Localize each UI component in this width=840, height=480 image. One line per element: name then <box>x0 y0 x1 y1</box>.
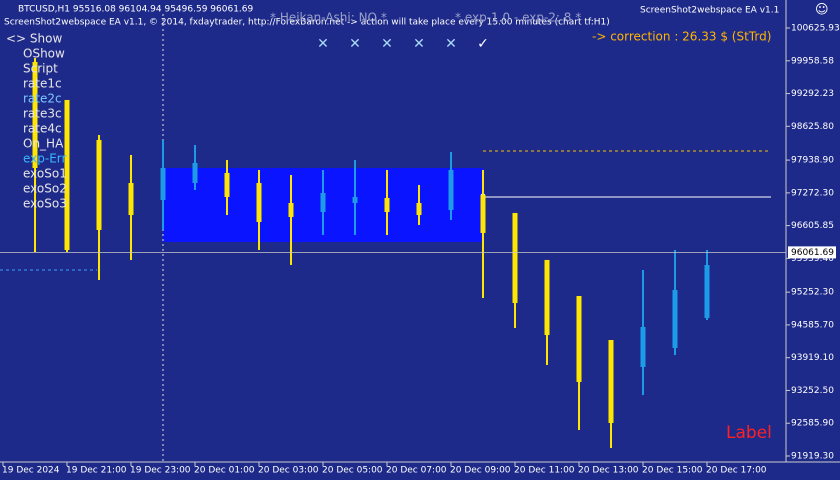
correction: -> correction : 26.33 $ (StTrd) <box>592 30 771 44</box>
y-tick-label: 95252.30 <box>791 288 834 298</box>
ea-info: ScreenShot2webspace EA v1.1, © 2014, fxd… <box>4 18 610 28</box>
candle-body <box>352 197 358 204</box>
candle-body <box>288 203 294 218</box>
candle-body <box>608 339 614 423</box>
x-tick-label: 20 Dec 09:00 <box>450 466 511 476</box>
x-tick-label: 20 Dec 01:00 <box>194 466 255 476</box>
x-tick-label: 20 Dec 03:00 <box>258 466 319 476</box>
toolbar-button[interactable]: ✕ <box>413 36 425 52</box>
toolbar-button[interactable]: ✕ <box>445 36 457 52</box>
y-tick-label: 94585.70 <box>791 320 834 330</box>
candle-body <box>704 264 710 318</box>
menu-item[interactable]: exp-Err <box>23 152 67 166</box>
toolbar-button[interactable]: ✕ <box>317 36 329 52</box>
candle-body <box>192 162 198 183</box>
last-price-box <box>788 246 836 259</box>
y-tick-label: 93919.10 <box>791 353 834 363</box>
x-tick-label: 20 Dec 07:00 <box>386 466 447 476</box>
x-tick-label: 20 Dec 15:00 <box>642 466 703 476</box>
candle-body <box>512 212 518 303</box>
x-tick-label: 20 Dec 17:00 <box>706 466 767 476</box>
candle-body <box>544 259 550 335</box>
y-tick-label: 97938.90 <box>791 156 834 166</box>
candle-body <box>480 194 486 233</box>
y-tick-label: 100625.93 <box>791 24 840 34</box>
y-tick-label: 96605.85 <box>791 221 834 231</box>
corner-label: Label <box>726 423 772 443</box>
menu-item[interactable]: <> Show <box>6 32 62 46</box>
y-tick-label: 93252.50 <box>791 386 834 396</box>
candle-body <box>640 326 646 367</box>
symbol-info: BTCUSD,H1 95516.08 96104.94 95496.59 960… <box>18 5 254 15</box>
y-tick-label: 92585.90 <box>791 419 834 429</box>
candle-body <box>672 290 678 349</box>
toolbar-button[interactable]: ✕ <box>381 36 393 52</box>
menu-item[interactable]: Script <box>23 62 58 76</box>
menu-item[interactable]: rate2c <box>23 92 62 106</box>
candle-body <box>256 182 262 222</box>
candle-body <box>64 99 70 250</box>
candle-body <box>224 172 230 198</box>
menu-item[interactable]: exoSo1 <box>23 167 67 181</box>
candle-body <box>160 168 166 201</box>
x-tick-label: 20 Dec 05:00 <box>322 466 383 476</box>
menu-item[interactable]: exoSo3 <box>23 197 67 211</box>
y-tick-label: 95939.40 <box>791 254 834 264</box>
x-tick-label: 20 Dec 11:00 <box>514 466 575 476</box>
y-tick-label: 97272.30 <box>791 188 834 198</box>
candle-body <box>384 197 390 212</box>
y-tick-label: 99958.58 <box>791 56 834 66</box>
menu-item[interactable]: rate3c <box>23 107 62 121</box>
y-tick-label: 98625.80 <box>791 122 834 132</box>
candle-body <box>32 61 38 169</box>
x-tick-label: 20 Dec 13:00 <box>578 466 639 476</box>
menu-item[interactable]: exoSo2 <box>23 182 67 196</box>
candle-body <box>96 139 102 230</box>
candle-body <box>416 203 422 215</box>
expiry-status: * exp-1.0 - exp-2: 8 * <box>455 11 581 25</box>
last-price-label: 96061.69 <box>791 248 834 258</box>
x-tick-label: 19 Dec 21:00 <box>66 466 127 476</box>
x-tick-label: 19 Dec 2024 <box>2 466 60 476</box>
toolbar-button[interactable]: ✕ <box>349 36 361 52</box>
candle-body <box>448 169 454 210</box>
y-tick-label: 99292.23 <box>791 89 834 99</box>
menu-item[interactable]: rate4c <box>23 122 62 136</box>
ea-name: ScreenShot2webspace EA v1.1 <box>640 6 779 16</box>
smiley: ☺ <box>815 3 829 18</box>
menu-item[interactable]: OShow <box>23 47 65 61</box>
heikin-ashi-status: * Heikan-Ashi: NO * <box>270 11 387 25</box>
candle-body <box>576 296 582 382</box>
y-tick-label: 91919.30 <box>791 451 834 461</box>
menu-item[interactable]: rate1c <box>23 77 62 91</box>
x-tick-label: 19 Dec 23:00 <box>130 466 191 476</box>
menu-item[interactable]: On_HA <box>23 137 64 151</box>
candle-body <box>320 192 326 212</box>
candles <box>32 57 710 448</box>
toolbar-button[interactable]: ✓ <box>477 36 489 52</box>
candle-body <box>128 182 134 215</box>
